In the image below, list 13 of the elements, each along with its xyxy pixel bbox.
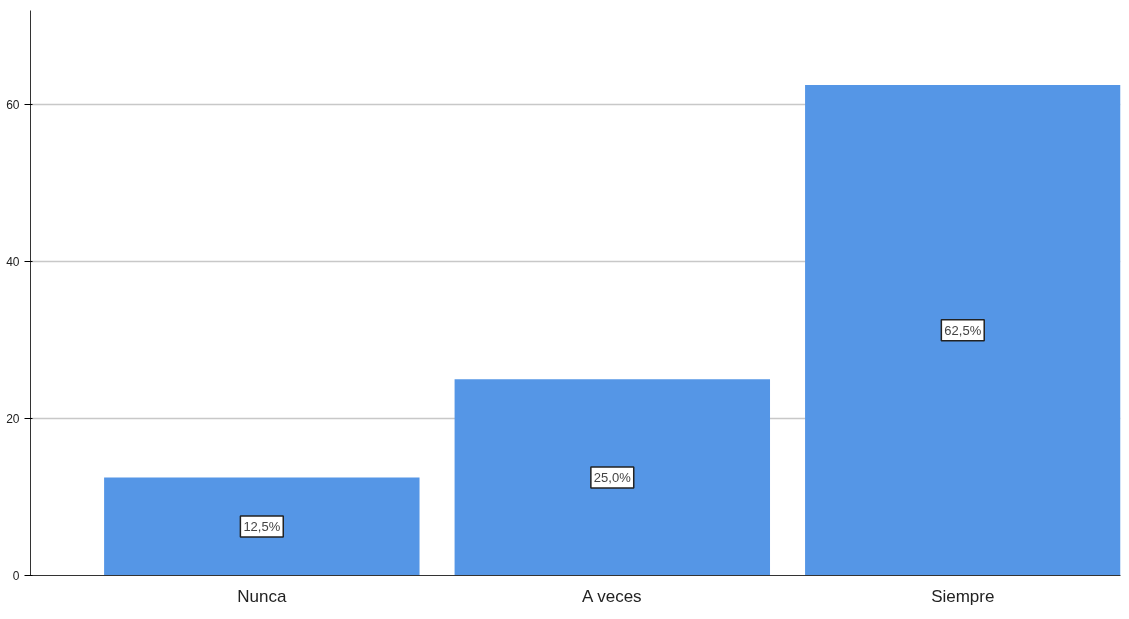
data-label: 62,5% — [944, 322, 982, 338]
x-tick-label: A veces — [582, 586, 642, 606]
data-label: 12,5% — [243, 518, 281, 534]
y-tick-label: 40 — [6, 255, 20, 270]
bar — [805, 85, 1121, 576]
bar — [454, 379, 771, 576]
x-tick-label: Nunca — [237, 586, 287, 606]
y-tick-label: 20 — [6, 412, 20, 427]
y-tick-label: 60 — [6, 98, 20, 113]
x-tick-label: Siempre — [931, 586, 995, 606]
data-label: 25,0% — [593, 469, 632, 485]
bar — [104, 477, 420, 576]
y-tick-label: 0 — [12, 569, 20, 583]
